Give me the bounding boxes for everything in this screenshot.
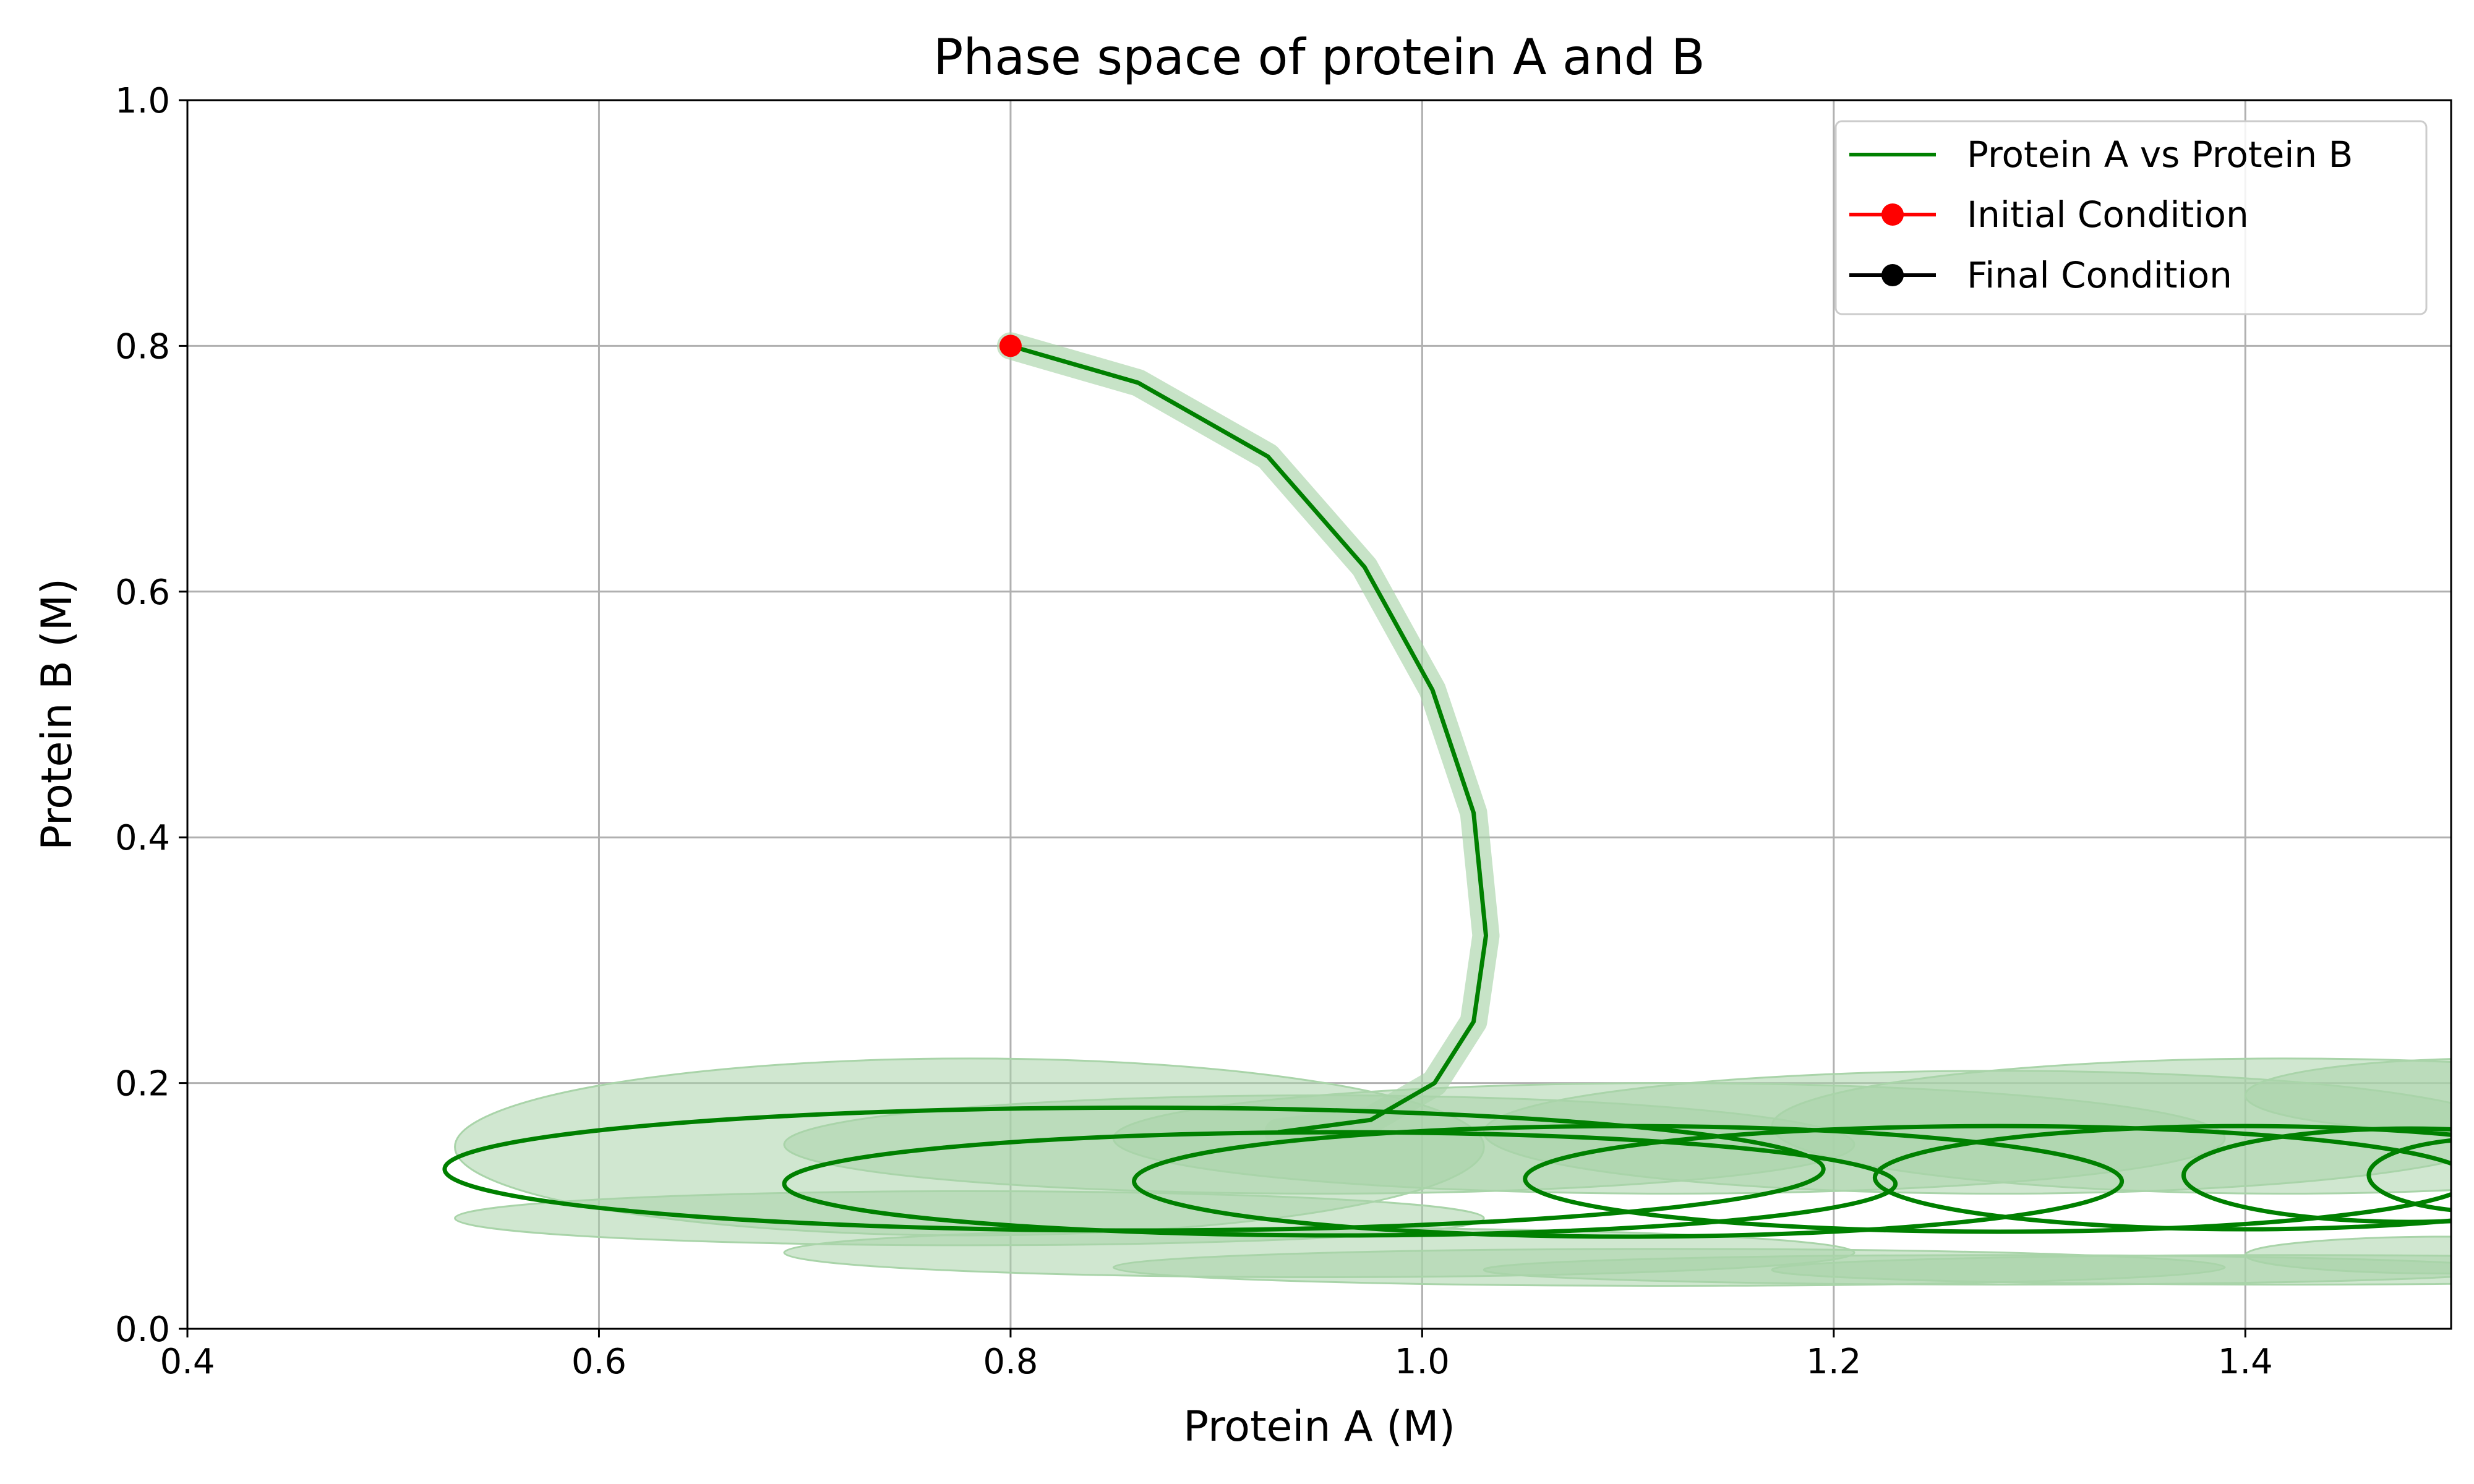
x-tick-label: 1.2 [1806,1342,1861,1382]
initial-condition-marker [999,335,1022,357]
y-tick-label: 0.4 [115,818,170,858]
legend-initial-marker [1881,203,1904,226]
trajectory-loop [782,1130,1898,1238]
x-tick-label: 0.8 [983,1342,1038,1382]
trajectory-loop [2181,1126,2451,1224]
uncertainty-band-ellipse [2244,1058,2451,1133]
plot-frame [186,99,2452,1330]
x-tick-label: 1.0 [1395,1342,1450,1382]
x-tick-label: 0.6 [571,1342,627,1382]
trajectory-loop [1523,1124,2451,1234]
legend-final-label: Final Condition [1967,254,2232,296]
y-tick-label: 0.8 [115,326,170,367]
legend-final-marker [1881,264,1904,286]
legend: Protein A vs Protein B Initial Condition… [1834,120,2428,315]
x-axis-label: Protein A (M) [1183,1402,1455,1451]
legend-trajectory-label: Protein A vs Protein B [1967,134,2353,176]
y-tick-label: 0.2 [115,1064,170,1104]
legend-box [1834,120,2428,315]
y-tick-label: 0.6 [115,573,170,613]
trajectory-layer [442,344,2451,1239]
y-tick-label: 1.0 [115,81,170,121]
marker-layer [999,335,1022,357]
trajectory-loop [2366,1138,2451,1213]
trajectory-initial-arc [1009,344,1489,1135]
chart-title: Phase space of protein A and B [933,28,1705,86]
uncertainty-band [454,332,2451,1287]
legend-initial-label: Initial Condition [1967,194,2249,236]
x-tick-label: 0.4 [160,1342,215,1382]
trajectory-loop [1873,1124,2451,1232]
axis-ticks: 0.4 0.6 0.8 1.0 1.2 1.4 0.0 0.2 0.4 0.6 0.8 1.0 [115,81,2273,1382]
y-tick-label: 0.0 [115,1310,170,1350]
x-tick-label: 1.4 [2218,1342,2273,1382]
y-axis-label: Protein B (M) [33,578,82,850]
trajectory-loop [1132,1124,2125,1239]
